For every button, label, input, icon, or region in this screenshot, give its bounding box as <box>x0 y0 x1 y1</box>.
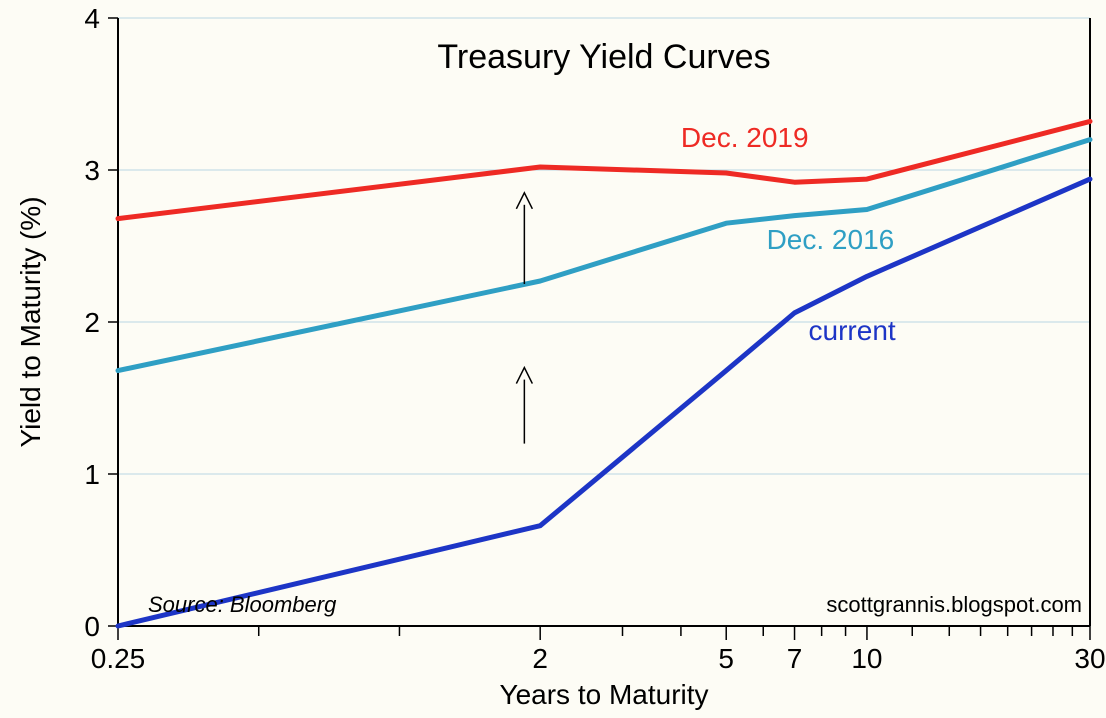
x-tick-label: 7 <box>787 643 803 674</box>
x-tick-label: 2 <box>532 643 548 674</box>
y-tick-label: 2 <box>84 307 100 338</box>
source-text: Source: Bloomberg <box>148 592 337 617</box>
chart-title: Treasury Yield Curves <box>437 38 770 76</box>
x-tick-label: 5 <box>718 643 734 674</box>
x-tick-label: 0.25 <box>91 643 146 674</box>
series-label-Dec. 2019: Dec. 2019 <box>681 122 809 153</box>
series-label-Dec. 2016: Dec. 2016 <box>767 224 895 255</box>
series-label-current: current <box>809 315 896 346</box>
y-tick-label: 1 <box>84 459 100 490</box>
y-tick-label: 3 <box>84 155 100 186</box>
x-axis-label: Years to Maturity <box>499 679 708 710</box>
y-axis-label: Yield to Maturity (%) <box>15 196 46 447</box>
y-tick-label: 4 <box>84 3 100 34</box>
x-tick-label: 30 <box>1074 643 1105 674</box>
chart-svg: 0 1 2 3 4 0.25 2 5 7 10 30 Years to Maturity Yield t… <box>0 0 1106 718</box>
yield-curve-chart: 0 1 2 3 4 0.25 2 5 7 10 30 Years to Maturity Yield t… <box>0 0 1106 718</box>
attribution-text: scottgrannis.blogspot.com <box>826 592 1082 617</box>
x-tick-label: 10 <box>851 643 882 674</box>
y-tick-label: 0 <box>84 611 100 642</box>
